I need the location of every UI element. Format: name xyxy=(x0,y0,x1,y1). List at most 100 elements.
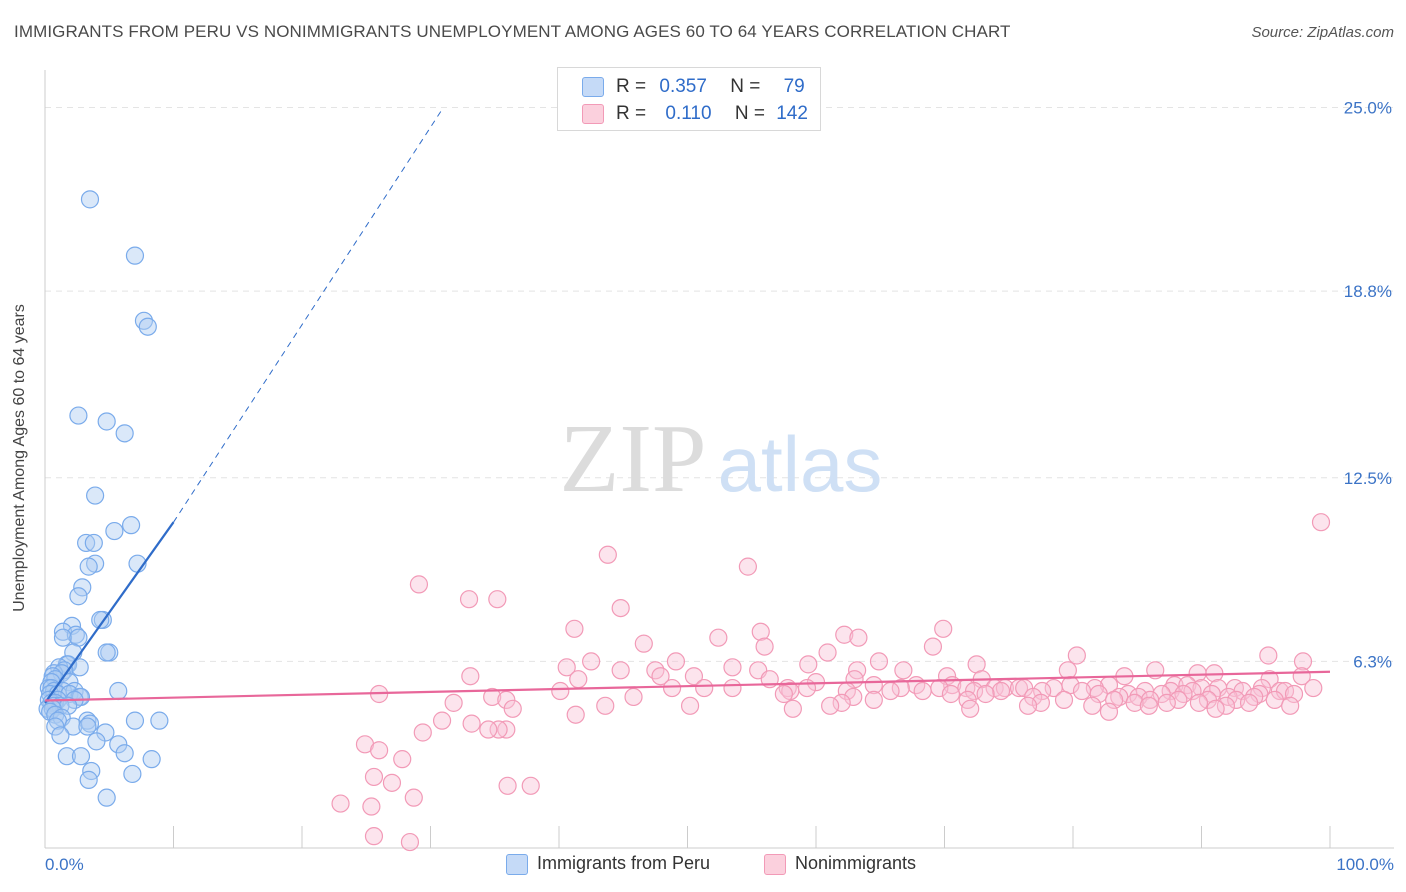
legend-r-label: R = xyxy=(616,103,647,124)
peru-point xyxy=(87,732,106,751)
peru-point xyxy=(97,412,116,431)
nonimm-point xyxy=(382,773,402,792)
nonimm-point xyxy=(400,832,420,852)
nonimm-point xyxy=(1189,693,1209,712)
peru-trendline xyxy=(44,521,175,704)
x-tick-label-100: 100.0% xyxy=(1336,855,1394,874)
nonimm-point xyxy=(413,723,432,742)
nonimm-point xyxy=(569,670,588,689)
nonimm-point xyxy=(634,634,653,653)
nonimm-point xyxy=(680,696,700,715)
peru-point xyxy=(78,717,97,736)
nonimm-point xyxy=(923,637,943,656)
peru-point xyxy=(64,717,83,736)
legend-label-nonimm: Nonimmigrants xyxy=(795,853,917,873)
legend-r-value-peru: 0.357 xyxy=(659,76,707,97)
nonimm-point xyxy=(489,720,508,739)
nonimm-point xyxy=(370,741,389,760)
nonimm-point xyxy=(1239,693,1259,712)
peru-point xyxy=(84,533,103,553)
nonimm-point xyxy=(799,655,818,674)
nonimm-point xyxy=(1206,699,1225,718)
nonimm-point xyxy=(835,625,854,644)
chart-title: IMMIGRANTS FROM PERU VS NONIMMIGRANTS UN… xyxy=(14,22,1011,41)
nonimm-point xyxy=(934,619,953,638)
nonimm-point xyxy=(941,684,961,704)
nonimm-point xyxy=(961,699,980,718)
nonimm-point xyxy=(881,681,900,701)
correlation-legend: R = 0.357 N = 79 R = 0.110 N = 142 xyxy=(557,67,821,131)
legend-r-value-nonimm: 0.110 xyxy=(665,103,712,124)
nonimm-point xyxy=(1304,678,1323,698)
nonimm-point xyxy=(393,750,412,769)
nonimm-point xyxy=(964,681,984,701)
nonimm-point xyxy=(1245,687,1264,707)
nonimm-point xyxy=(913,681,932,701)
y-tick-label-0: 6.3% xyxy=(1353,652,1392,671)
nonimm-point xyxy=(818,643,837,662)
nonimm-point xyxy=(976,684,995,704)
nonimm-point xyxy=(774,684,793,704)
peru-point xyxy=(59,696,78,715)
peru-point xyxy=(138,317,157,336)
nonimm-point xyxy=(1157,693,1176,712)
peru-point xyxy=(46,717,65,736)
nonimm-point xyxy=(651,667,670,686)
nonimm-point xyxy=(404,788,423,807)
peru-point xyxy=(123,764,142,784)
nonimm-point xyxy=(723,658,742,677)
peru-point xyxy=(142,750,161,769)
nonimm-point xyxy=(503,699,522,718)
nonimm-point xyxy=(1083,696,1102,715)
nonimm-point xyxy=(849,628,868,647)
nonimm-point xyxy=(444,693,463,712)
peru-point xyxy=(125,246,145,265)
peru-point xyxy=(121,516,141,535)
peru-point xyxy=(150,711,169,730)
nonimm-point xyxy=(565,619,584,638)
peru-point xyxy=(71,747,91,766)
legend-n-label: N = xyxy=(734,103,765,124)
nonimm-point xyxy=(662,678,682,698)
nonimm-point xyxy=(364,827,384,846)
nonimm-point xyxy=(723,678,742,698)
nonimm-point xyxy=(1058,661,1077,680)
nonimm-trendline xyxy=(44,670,1331,702)
legend-n-value-nonimm: 142 xyxy=(776,103,808,124)
nonimm-point xyxy=(891,678,910,698)
nonimm-point xyxy=(483,687,502,707)
nonimm-point xyxy=(1178,675,1197,695)
nonimm-point xyxy=(646,661,665,680)
nonimm-point xyxy=(497,690,516,710)
legend-label-peru: Immigrants from Peru xyxy=(537,853,711,873)
nonimm-point xyxy=(864,690,883,710)
nonimm-point xyxy=(1281,696,1300,715)
peru-point xyxy=(125,711,145,730)
peru-point xyxy=(91,610,110,630)
nonimm-point xyxy=(488,590,507,609)
peru-point xyxy=(73,578,92,597)
peru-point xyxy=(109,681,128,701)
peru-point xyxy=(86,486,105,505)
x-tick-label-0: 0.0% xyxy=(45,855,84,874)
nonimm-point xyxy=(461,667,480,686)
nonimm-point xyxy=(991,681,1011,701)
nonimm-point xyxy=(1139,696,1158,715)
nonimm-point xyxy=(479,720,498,739)
source-label: Source: ZipAtlas.com xyxy=(1251,24,1394,41)
legend-n-value-peru: 79 xyxy=(783,76,805,97)
nonimm-point xyxy=(1125,693,1144,712)
nonimm-point xyxy=(1105,690,1124,710)
watermark-zip: ZIP xyxy=(560,405,707,513)
nonimm-point xyxy=(1293,652,1313,671)
nonimm-point xyxy=(362,797,381,816)
nonimm-point xyxy=(611,598,630,618)
nonimm-point xyxy=(844,687,863,707)
nonimm-point xyxy=(1270,681,1289,701)
nonimm-point xyxy=(611,661,630,680)
nonimm-point xyxy=(364,767,384,787)
peru-point xyxy=(115,424,134,443)
watermark-atlas: atlas xyxy=(718,420,883,508)
nonimm-point xyxy=(409,575,429,594)
peru-point xyxy=(51,726,70,745)
